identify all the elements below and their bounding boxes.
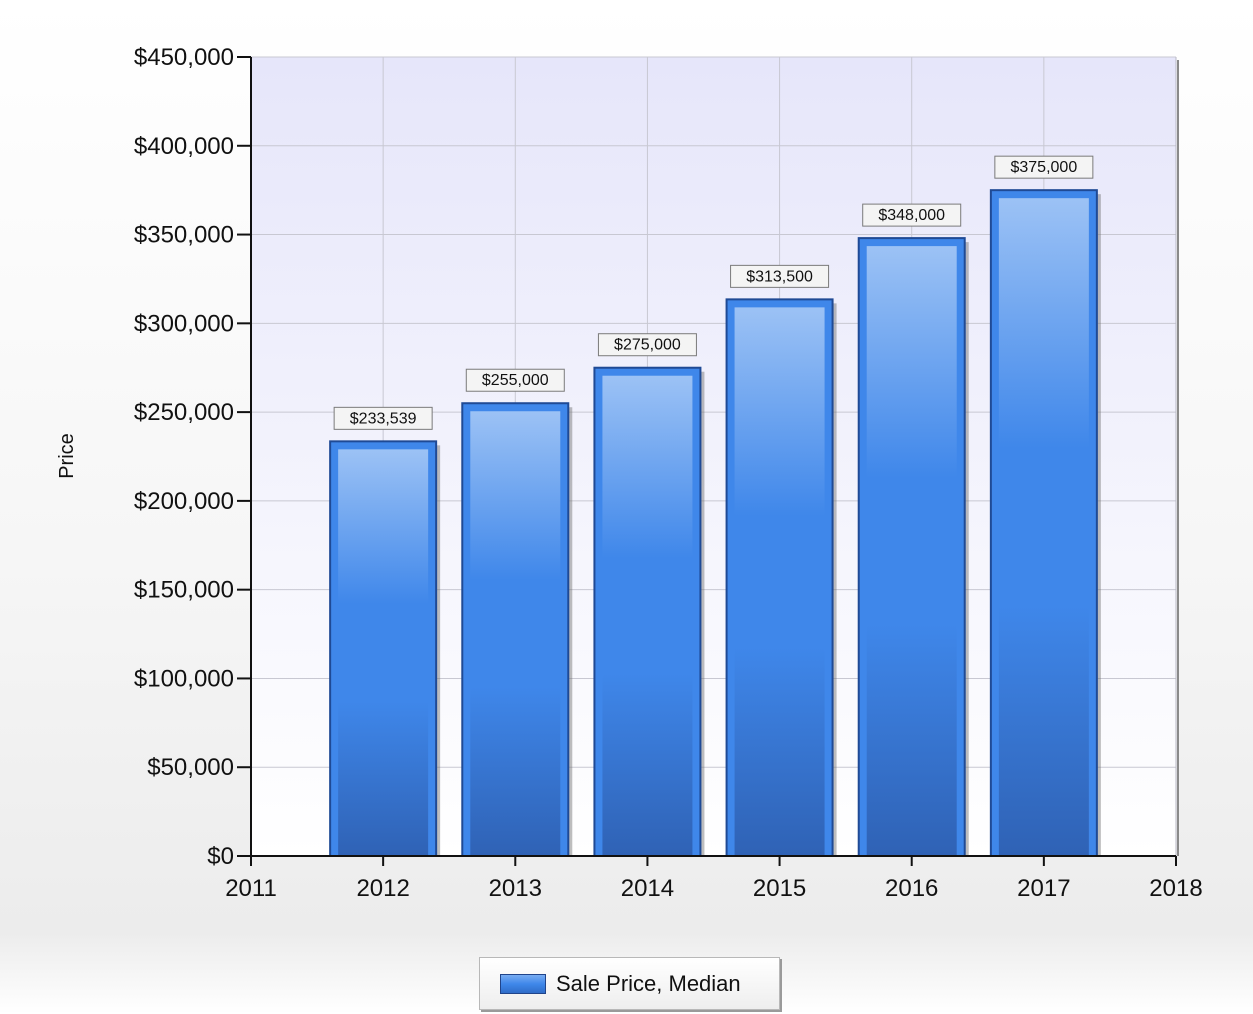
bar-fill	[338, 449, 429, 856]
x-tick-label: 2014	[621, 875, 674, 902]
y-tick-label: $200,000	[134, 488, 234, 515]
y-tick-label: $300,000	[134, 310, 234, 337]
bar-fill	[602, 375, 693, 856]
bar-fill	[734, 307, 825, 856]
y-axis-label: Price	[56, 433, 78, 479]
y-tick-label: $150,000	[134, 577, 234, 604]
data-label-box	[597, 333, 697, 357]
y-tick-label: $400,000	[134, 133, 234, 160]
x-tick-label: 2016	[885, 875, 938, 902]
y-tick-label: $100,000	[134, 665, 234, 692]
legend-label: Sale Price, Median	[556, 970, 741, 996]
x-tick-label: 2018	[1149, 875, 1202, 902]
x-tick-label: 2011	[225, 875, 277, 902]
data-label: $233,539	[350, 410, 417, 427]
data-label: $375,000	[1010, 159, 1077, 176]
y-tick-label: $50,000	[147, 754, 234, 781]
data-label-box	[994, 155, 1094, 179]
x-tick-label: 2015	[753, 875, 806, 902]
bar-fill	[866, 246, 957, 856]
y-tick-label: $250,000	[134, 399, 234, 426]
data-label-box	[465, 368, 565, 392]
legend: Sale Price, Median	[479, 957, 780, 1010]
data-label: $255,000	[482, 372, 549, 389]
data-label-box	[862, 203, 962, 227]
data-label-box	[730, 264, 830, 288]
legend-swatch	[500, 973, 546, 994]
bar-fill	[998, 198, 1089, 856]
data-label: $313,500	[746, 268, 813, 285]
y-tick-label: $350,000	[134, 222, 234, 249]
y-tick-label: $450,000	[134, 44, 234, 71]
data-label-box	[333, 406, 433, 430]
x-tick-label: 2012	[356, 875, 409, 902]
data-label: $348,000	[878, 207, 945, 224]
bar-fill	[470, 411, 561, 856]
data-label: $275,000	[614, 337, 681, 354]
y-tick-label: $0	[207, 843, 234, 870]
x-tick-label: 2013	[489, 875, 542, 902]
x-tick-label: 2017	[1017, 875, 1070, 902]
